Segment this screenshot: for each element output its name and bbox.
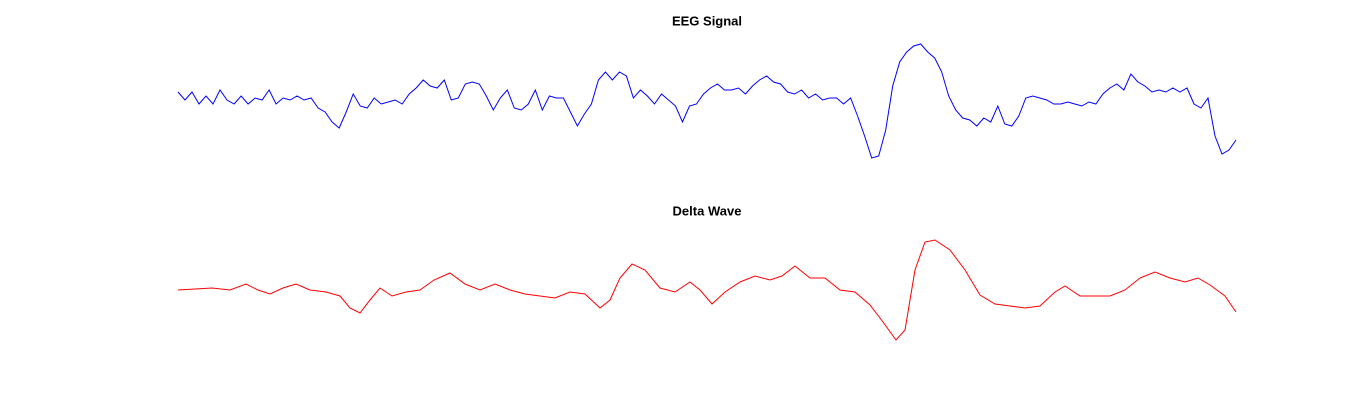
chart-title: Delta Wave: [673, 203, 742, 218]
signal-line: [177, 43, 1237, 159]
chart-title: EEG Signal: [672, 13, 742, 28]
signal-line: [177, 239, 1237, 341]
